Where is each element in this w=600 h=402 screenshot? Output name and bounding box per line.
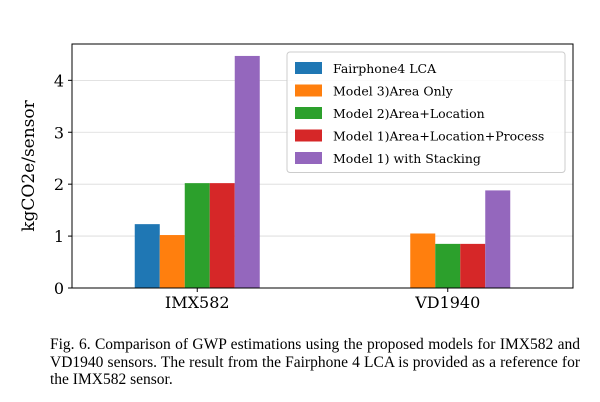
bar (485, 190, 511, 288)
y-tick-label: 2 (54, 175, 64, 194)
bar (460, 243, 486, 288)
bar (134, 224, 160, 288)
legend-label: Fairphone4 LCA (333, 61, 437, 76)
y-axis-title: kgCO2e/sensor (19, 99, 39, 231)
bars (134, 55, 511, 288)
legend-box (286, 51, 566, 173)
legend-label: Model 2)Area+Location (333, 106, 485, 121)
legend-label: Model 1) with Stacking (333, 151, 481, 166)
bar-chart: 0 1 2 3 4 IMX582 VD1940 kgCO2e/sensor Fairpho… (19, 43, 574, 312)
legend-swatch (295, 62, 322, 74)
x-categories: IMX582 VD1940 (165, 288, 480, 312)
legend-swatch (295, 152, 322, 164)
y-tick-label: 4 (54, 71, 64, 90)
bar (159, 235, 185, 288)
chart-canvas: 0 1 2 3 4 IMX582 VD1940 kgCO2e/sensor Fairpho… (19, 43, 574, 312)
figure-caption: Fig. 6. Comparison of GWP estimations us… (50, 336, 580, 388)
legend-label: Model 3)Area Only (333, 84, 454, 99)
x-category-label: VD1940 (414, 293, 480, 312)
bar (234, 55, 260, 288)
legend-swatch (295, 129, 322, 142)
legend-swatch (295, 84, 322, 97)
y-ticks: 0 1 2 3 4 (54, 71, 72, 298)
y-tick-label: 0 (54, 279, 64, 298)
x-category-label: IMX582 (165, 293, 230, 312)
y-tick-label: 1 (54, 227, 64, 246)
legend-label: Model 1)Area+Location+Process (333, 129, 544, 144)
bar (410, 233, 436, 288)
bar (435, 243, 461, 288)
bar (184, 183, 210, 288)
legend: Fairphone4 LCA Model 3)Area Only Model 2)A… (286, 51, 566, 173)
y-tick-label: 3 (54, 123, 64, 142)
plot-frame (71, 43, 574, 289)
legend-swatch (295, 107, 322, 119)
bar (209, 183, 235, 288)
